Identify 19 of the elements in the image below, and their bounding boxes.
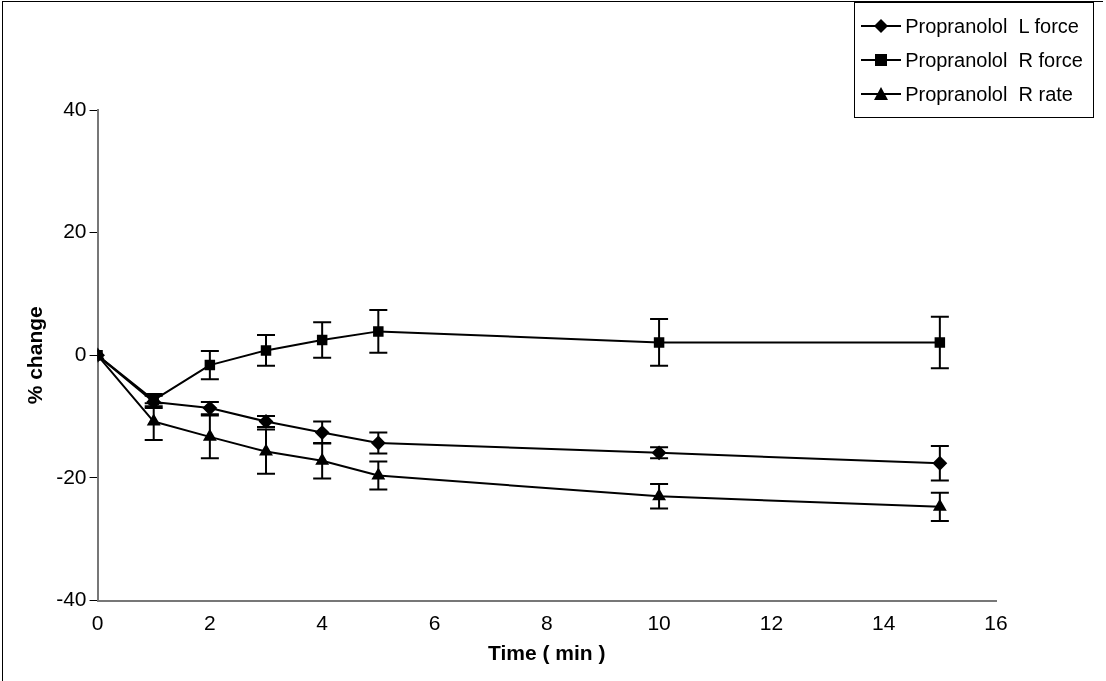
y-axis-title: % change <box>23 306 47 405</box>
x-tick-label: 16 <box>984 611 1008 634</box>
x-tick-label: 6 <box>428 611 441 634</box>
legend-label: Propranolol L force <box>905 14 1079 38</box>
x-axis-title: Time ( min ) <box>488 641 606 665</box>
legend-label: Propranolol R rate <box>905 82 1073 106</box>
x-tick-label: 4 <box>316 611 329 634</box>
x-tick-label: 14 <box>872 611 896 634</box>
x-tick-label: 2 <box>204 611 216 634</box>
y-tick-label: -40 <box>56 587 87 611</box>
y-tick-label: 40 <box>63 96 87 120</box>
y-tick-label: 0 <box>74 342 87 366</box>
x-tick-label: 10 <box>647 611 671 634</box>
x-tick-label: 0 <box>91 611 104 634</box>
x-tick-label: 12 <box>759 611 784 634</box>
x-tick-label: 8 <box>540 611 553 634</box>
y-tick-label: -20 <box>56 464 87 488</box>
legend-label: Propranolol R force <box>905 48 1083 72</box>
y-tick-label: 20 <box>63 219 87 243</box>
